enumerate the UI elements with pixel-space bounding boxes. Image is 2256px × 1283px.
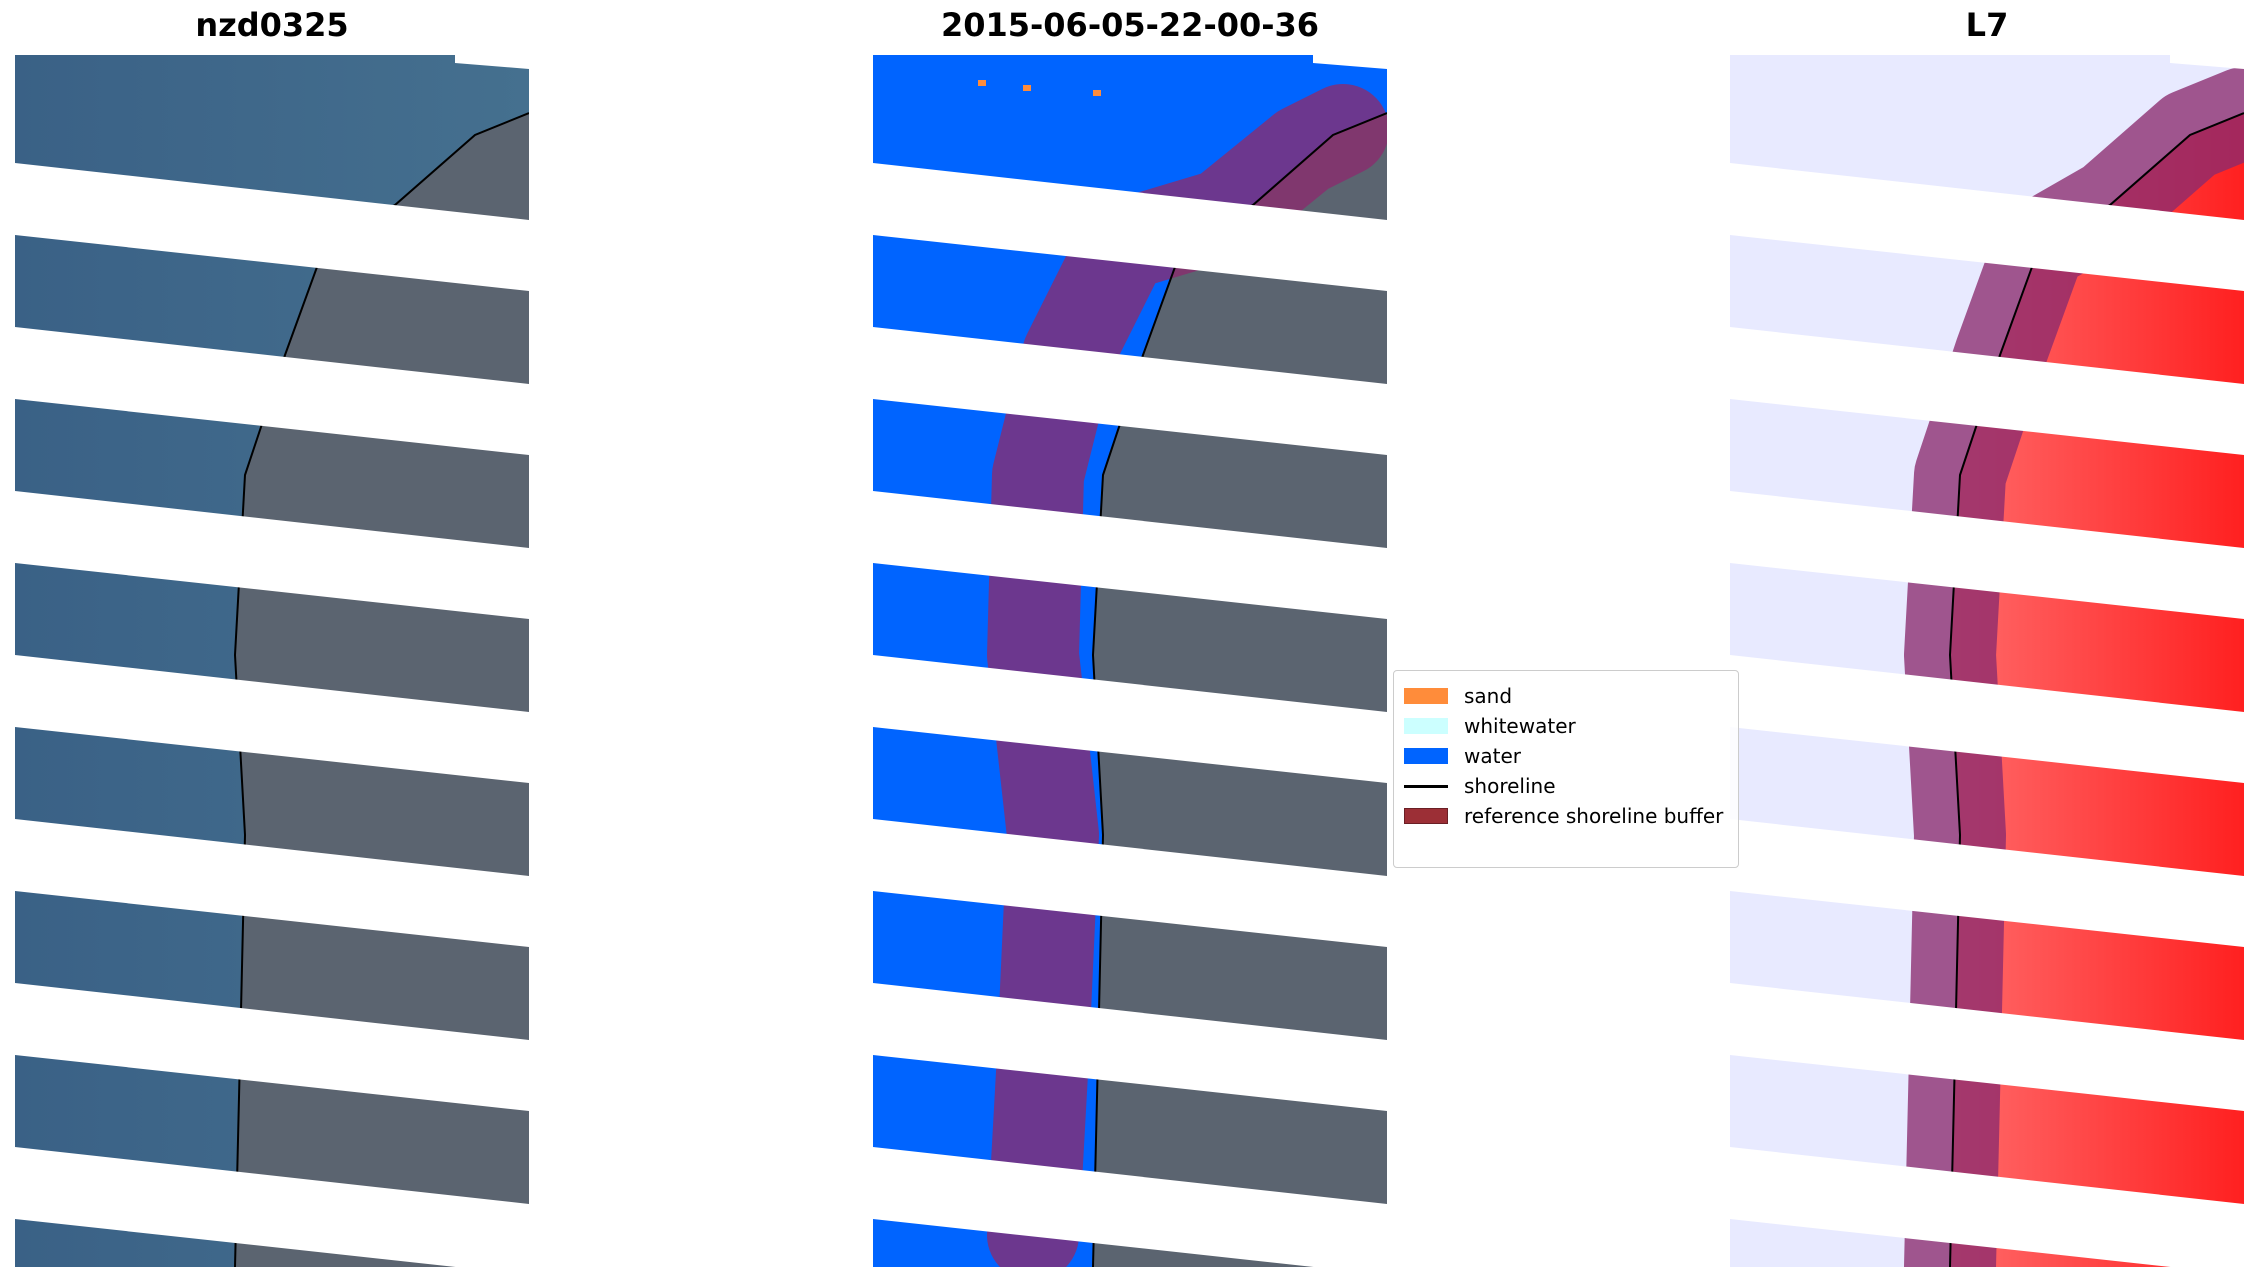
scan-line-gaps xyxy=(1730,55,2244,1267)
scan-line-gaps xyxy=(873,55,1387,1267)
buffer-swatch xyxy=(1404,808,1448,824)
legend-label: shoreline xyxy=(1464,774,1556,798)
panel-title-rgb: nzd0325 xyxy=(195,6,349,44)
water-swatch xyxy=(1404,748,1448,764)
panel-title-classified: 2015-06-05-22-00-36 xyxy=(940,6,1320,44)
classified-image-panel xyxy=(873,55,1387,1267)
legend-label: water xyxy=(1464,744,1521,768)
scan-line-gaps xyxy=(15,55,529,1267)
legend-item-shoreline: shoreline xyxy=(1404,771,1738,801)
legend-label: reference shoreline buffer xyxy=(1464,804,1724,828)
legend-label: whitewater xyxy=(1464,714,1576,738)
legend-item-water: water xyxy=(1404,741,1738,771)
shoreline-line-swatch xyxy=(1404,784,1448,788)
index-image xyxy=(1730,55,2244,1267)
legend: sand whitewater water shoreline referenc… xyxy=(1393,670,1739,868)
whitewater-swatch xyxy=(1404,718,1448,734)
legend-label: sand xyxy=(1464,684,1513,708)
rgb-image xyxy=(15,55,529,1267)
legend-item-sand: sand xyxy=(1404,681,1738,711)
index-image-panel xyxy=(1730,55,2244,1267)
legend-item-buffer: reference shoreline buffer xyxy=(1404,801,1738,831)
legend-item-whitewater: whitewater xyxy=(1404,711,1738,741)
rgb-image-panel xyxy=(15,55,529,1267)
panel-title-index: L7 xyxy=(1965,6,2009,44)
sand-swatch xyxy=(1404,688,1448,704)
classified-image xyxy=(873,55,1387,1267)
